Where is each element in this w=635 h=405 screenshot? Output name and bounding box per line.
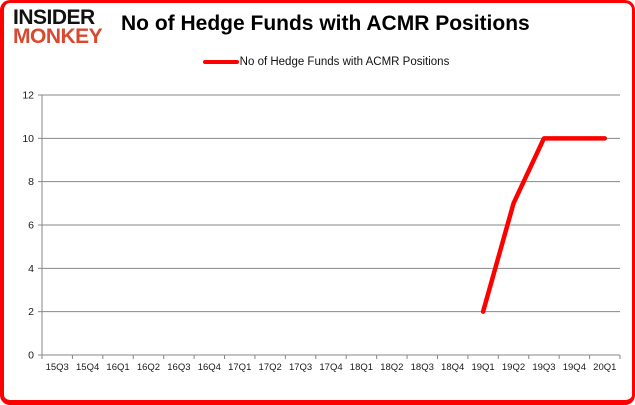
y-tick-label: 6: [28, 220, 34, 232]
legend: No of Hedge Funds with ACMR Positions: [12, 56, 632, 68]
x-tick-label: 15Q4: [76, 362, 99, 373]
y-tick-label: 12: [22, 90, 34, 102]
logo-line-insider: INSIDER: [13, 6, 95, 29]
x-tick-label: 19Q1: [471, 362, 494, 373]
x-tick-label: 16Q2: [137, 362, 160, 373]
page-title: No of Hedge Funds with ACMR Positions: [121, 12, 530, 35]
y-tick-label: 4: [28, 263, 34, 275]
x-tick-label: 19Q2: [502, 362, 525, 373]
y-tick-label: 8: [28, 176, 34, 188]
x-tick-label: 17Q4: [319, 362, 342, 373]
series-line: [480, 136, 608, 314]
legend-line-icon: [202, 60, 239, 64]
x-tick-label: 16Q4: [198, 362, 221, 373]
x-tick-label: 15Q3: [46, 362, 69, 373]
y-tick-label: 2: [28, 306, 34, 318]
insider-monkey-logo: INSIDER MONKEY: [13, 6, 103, 49]
x-tick-label: 20Q1: [593, 362, 616, 373]
x-tick-label: 18Q2: [380, 362, 403, 373]
x-tick-label: 18Q3: [411, 362, 434, 373]
x-tick-label: 18Q1: [350, 362, 373, 373]
x-tick-label: 17Q2: [259, 362, 282, 373]
logo-line-monkey: MONKEY: [13, 25, 103, 49]
x-tick-label: 17Q1: [228, 362, 251, 373]
x-tick-label: 19Q4: [563, 362, 586, 373]
x-tick-label: 17Q3: [289, 362, 312, 373]
x-tick-label: 19Q3: [532, 362, 555, 373]
legend-label: No of Hedge Funds with ACMR Positions: [239, 56, 450, 68]
chart-svg: 0 2 4 6 8 10 12 15Q3 15Q4 16Q1 16Q2 16Q3 16Q4 17Q1 17Q…: [22, 90, 621, 373]
x-tick-label: 16Q1: [106, 362, 129, 373]
x-tick-label: 16Q3: [167, 362, 190, 373]
y-tick-label: 0: [28, 350, 34, 362]
x-tick-label: 18Q4: [441, 362, 464, 373]
y-tick-label: 10: [22, 133, 34, 145]
